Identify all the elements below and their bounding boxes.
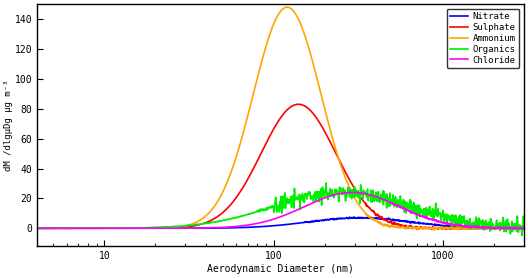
Nitrate [514, 227, 520, 230]
Ammonium [34, 227, 40, 230]
Nitrate [116, 227, 122, 230]
Ammonium [431, 228, 437, 232]
Sulphate [430, 228, 436, 231]
Organics [300, 199, 306, 202]
Ammonium [290, 9, 296, 12]
Organics [323, 181, 329, 185]
Organics [290, 201, 296, 205]
Sulphate [98, 227, 105, 230]
Ammonium [198, 218, 204, 221]
Nitrate [290, 222, 296, 225]
Line: Sulphate: Sulphate [37, 104, 524, 229]
Organics [245, 213, 251, 216]
Sulphate [300, 104, 307, 107]
Sulphate [521, 227, 527, 231]
Chloride [98, 227, 105, 230]
Ammonium [300, 29, 307, 33]
Ammonium [116, 227, 122, 230]
Organics [521, 224, 527, 228]
Nitrate [98, 227, 105, 230]
Chloride [511, 228, 517, 231]
Nitrate [245, 226, 251, 229]
Ammonium [521, 227, 527, 230]
Sulphate [290, 104, 296, 107]
Line: Nitrate: Nitrate [37, 217, 524, 229]
Ammonium [98, 227, 105, 230]
Ammonium [245, 113, 251, 116]
Sulphate [116, 227, 122, 230]
Organics [34, 227, 40, 230]
Organics [116, 227, 122, 230]
Chloride [349, 191, 355, 194]
Chloride [116, 227, 122, 230]
Organics [98, 227, 105, 230]
Sulphate [245, 177, 251, 180]
X-axis label: Aerodynamic Diameter (nm): Aerodynamic Diameter (nm) [207, 264, 354, 274]
Nitrate [521, 226, 527, 230]
Sulphate [198, 223, 204, 226]
Nitrate [300, 221, 306, 224]
Chloride [290, 210, 296, 214]
Line: Ammonium: Ammonium [37, 7, 524, 230]
Nitrate [198, 227, 204, 230]
Sulphate [295, 103, 301, 106]
Chloride [300, 206, 306, 209]
Line: Chloride: Chloride [37, 192, 524, 229]
Chloride [521, 226, 527, 230]
Organics [198, 222, 204, 226]
Chloride [34, 227, 40, 230]
Y-axis label: dM /dlgμDg μg m⁻³: dM /dlgμDg μg m⁻³ [4, 80, 13, 171]
Ammonium [284, 6, 290, 9]
Organics [518, 234, 525, 237]
Nitrate [34, 227, 40, 230]
Line: Organics: Organics [37, 183, 524, 235]
Legend: Nitrate, Sulphate, Ammonium, Organics, Chloride: Nitrate, Sulphate, Ammonium, Organics, C… [447, 9, 520, 68]
Nitrate [351, 215, 357, 219]
Chloride [198, 226, 204, 230]
Chloride [245, 223, 251, 227]
Sulphate [34, 227, 40, 230]
